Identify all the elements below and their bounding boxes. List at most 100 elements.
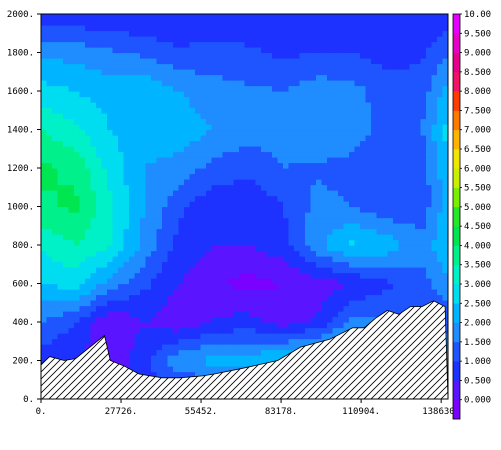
field-cell bbox=[360, 228, 367, 235]
field-cell bbox=[68, 278, 75, 285]
field-cell bbox=[96, 41, 103, 48]
field-cell bbox=[68, 228, 75, 235]
field-cell bbox=[239, 162, 246, 169]
field-cell bbox=[255, 272, 262, 279]
field-cell bbox=[195, 261, 202, 268]
field-cell bbox=[228, 289, 235, 296]
field-cell bbox=[409, 223, 416, 230]
field-cell bbox=[189, 69, 196, 76]
field-cell bbox=[173, 283, 180, 290]
field-cell bbox=[156, 69, 163, 76]
field-cell bbox=[316, 118, 323, 125]
field-cell bbox=[74, 349, 81, 356]
field-cell bbox=[107, 41, 114, 48]
field-cell bbox=[123, 52, 130, 59]
field-cell bbox=[118, 179, 125, 186]
field-cell bbox=[46, 195, 53, 202]
field-cell bbox=[261, 118, 268, 125]
field-cell bbox=[200, 206, 207, 213]
field-cell bbox=[382, 58, 389, 65]
field-cell bbox=[409, 151, 416, 158]
field-cell bbox=[233, 349, 240, 356]
field-cell bbox=[343, 41, 350, 48]
field-cell bbox=[46, 124, 53, 131]
field-cell bbox=[167, 179, 174, 186]
field-cell bbox=[134, 234, 141, 241]
field-cell bbox=[442, 261, 448, 268]
field-cell bbox=[233, 113, 240, 120]
field-cell bbox=[442, 195, 448, 202]
field-cell bbox=[222, 63, 229, 70]
field-cell bbox=[277, 190, 284, 197]
field-cell bbox=[250, 36, 257, 43]
field-cell bbox=[228, 245, 235, 252]
field-cell bbox=[437, 113, 444, 120]
field-cell bbox=[327, 267, 334, 274]
field-cell bbox=[332, 118, 339, 125]
field-cell bbox=[261, 36, 268, 43]
field-cell bbox=[228, 80, 235, 87]
field-cell bbox=[437, 228, 444, 235]
field-cell bbox=[167, 118, 174, 125]
field-cell bbox=[387, 102, 394, 109]
field-cell bbox=[173, 74, 180, 81]
field-cell bbox=[266, 102, 273, 109]
field-cell bbox=[41, 294, 48, 301]
field-cell bbox=[332, 316, 339, 323]
field-cell bbox=[151, 151, 158, 158]
field-cell bbox=[63, 85, 70, 92]
field-cell bbox=[233, 41, 240, 48]
field-cell bbox=[431, 102, 438, 109]
field-cell bbox=[437, 283, 444, 290]
field-cell bbox=[239, 294, 246, 301]
field-cell bbox=[211, 278, 218, 285]
field-cell bbox=[305, 157, 312, 164]
field-cell bbox=[101, 195, 108, 202]
field-cell bbox=[277, 113, 284, 120]
field-cell bbox=[393, 69, 400, 76]
field-cell bbox=[63, 294, 70, 301]
field-cell bbox=[310, 58, 317, 65]
field-cell bbox=[217, 322, 224, 329]
field-cell bbox=[266, 184, 273, 191]
field-cell bbox=[338, 305, 345, 312]
field-cell bbox=[360, 135, 367, 142]
field-cell bbox=[217, 195, 224, 202]
field-cell bbox=[96, 179, 103, 186]
field-cell bbox=[299, 41, 306, 48]
field-cell bbox=[101, 102, 108, 109]
field-cell bbox=[261, 195, 268, 202]
field-cell bbox=[244, 80, 251, 87]
field-cell bbox=[112, 91, 119, 98]
field-cell bbox=[167, 267, 174, 274]
field-cell bbox=[46, 118, 53, 125]
field-cell bbox=[134, 360, 141, 367]
field-cell bbox=[310, 195, 317, 202]
field-cell bbox=[79, 256, 86, 263]
field-cell bbox=[74, 305, 81, 312]
field-cell bbox=[233, 278, 240, 285]
field-cell bbox=[145, 283, 152, 290]
field-cell bbox=[321, 30, 328, 37]
field-cell bbox=[68, 289, 75, 296]
field-cell bbox=[74, 338, 81, 345]
field-cell bbox=[294, 124, 301, 131]
field-cell bbox=[426, 168, 433, 175]
field-cell bbox=[90, 63, 97, 70]
field-cell bbox=[173, 245, 180, 252]
field-cell bbox=[74, 239, 81, 246]
field-cell bbox=[431, 162, 438, 169]
field-cell bbox=[123, 305, 130, 312]
field-cell bbox=[338, 124, 345, 131]
field-cell bbox=[57, 85, 64, 92]
field-cell bbox=[393, 228, 400, 235]
field-cell bbox=[371, 223, 378, 230]
field-cell bbox=[244, 228, 251, 235]
field-cell bbox=[90, 173, 97, 180]
field-cell bbox=[387, 305, 394, 312]
field-cell bbox=[228, 272, 235, 279]
field-cell bbox=[189, 245, 196, 252]
field-cell bbox=[134, 47, 141, 54]
field-cell bbox=[316, 311, 323, 318]
